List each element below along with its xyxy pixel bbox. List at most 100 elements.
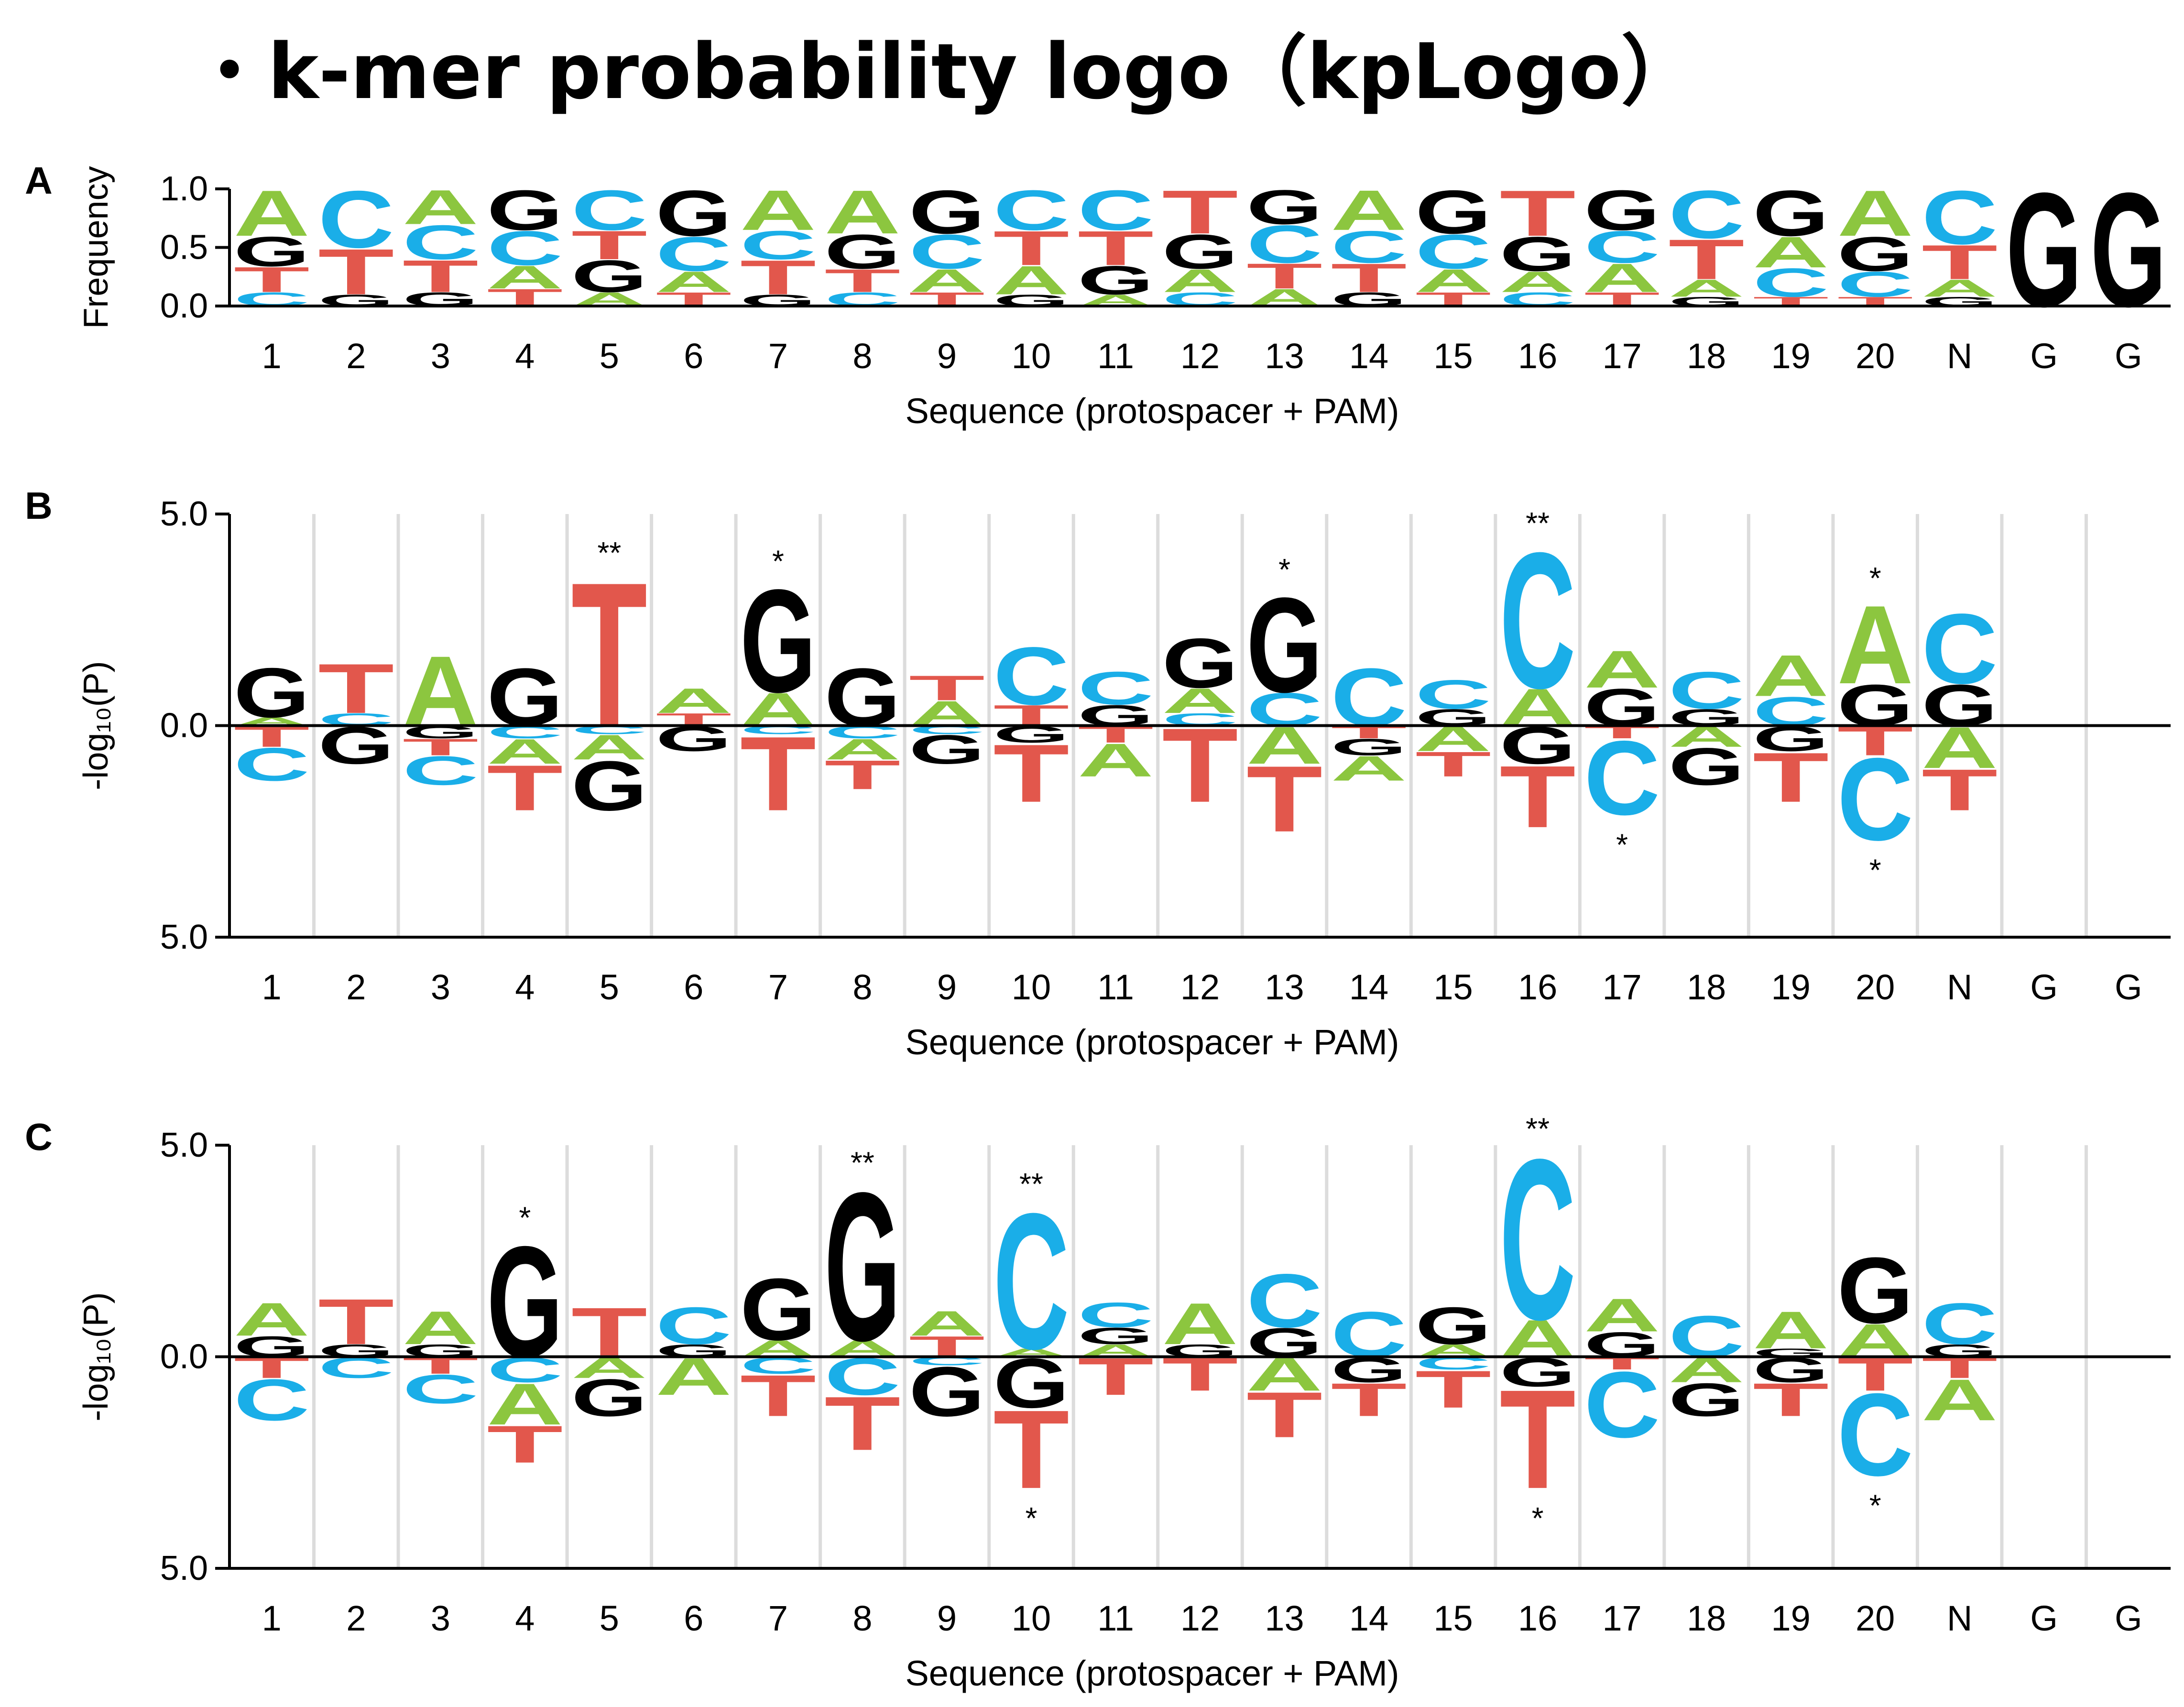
panel-b-letter-G: G xyxy=(740,559,816,723)
panel-a-letter-A: A xyxy=(403,180,479,235)
panel-b-xtick-label: 20 xyxy=(1856,967,1895,1007)
panel-b-letter-A: A xyxy=(1837,582,1913,707)
panel-b-letter-G: G xyxy=(1331,734,1407,760)
panel-a-letter-A: A xyxy=(909,263,985,299)
panel-c-xtick-label: 18 xyxy=(1687,1598,1726,1638)
panel-a-letter-C: C xyxy=(1837,264,1913,305)
panel-b-letter-C: C xyxy=(234,738,310,790)
panel-b-xtick-label: 15 xyxy=(1433,967,1473,1007)
panel-c-letter-T: T xyxy=(1331,1374,1407,1426)
panel-a-ytick-label: 0.0 xyxy=(160,287,208,325)
panel-c-letter-C: C xyxy=(1837,1369,1913,1500)
panel-b-ylabel: -log₁₀(P) xyxy=(77,661,115,790)
panel-b-xtick-label: 4 xyxy=(515,967,535,1007)
panel-b-xtick-label: 7 xyxy=(768,967,788,1007)
panel-c-letter-A: A xyxy=(1922,1367,1998,1433)
panel-a-letter-G: G xyxy=(1162,225,1238,279)
panel-b-letter-G: G xyxy=(571,746,647,825)
panel-a-letter-T: T xyxy=(740,250,816,305)
panel-b-letter-C: C xyxy=(1246,683,1322,735)
panel-b-xtick-label: N xyxy=(1947,967,1972,1007)
panel-c-xtick-label: G xyxy=(2030,1598,2058,1638)
panel-a-letter-A: A xyxy=(1162,263,1238,299)
panel-b-letter-A: A xyxy=(1162,681,1238,721)
panel-b-ytick-label: 0.0 xyxy=(160,707,208,745)
panel-b-ytick-label: 5.0 xyxy=(160,495,208,533)
panel-c-letter-G: G xyxy=(1669,1374,1745,1426)
panel-b-letter-G: G xyxy=(1922,672,1998,738)
panel-a-xtick-label: 3 xyxy=(431,336,450,376)
panel-c-letter-C: C xyxy=(234,1367,310,1433)
panel-b-xtick-label: 2 xyxy=(346,967,366,1007)
panel-c-xtick-label: 19 xyxy=(1771,1598,1810,1638)
panel-b-letter-G: G xyxy=(824,652,900,744)
panel-b-letter-C: C xyxy=(1415,672,1491,718)
panel-c-ytick-label: 5.0 xyxy=(160,1126,208,1164)
panel-a-letter-T: T xyxy=(1246,256,1322,296)
panel-b-letter-G: G xyxy=(1669,737,1745,796)
panel-a-letter-C: C xyxy=(1669,176,1745,252)
panel-c-significance-mark: ** xyxy=(851,1146,874,1180)
panel-c-significance-mark: * xyxy=(1026,1501,1037,1535)
panel-a-letter-G: G xyxy=(1753,177,1829,250)
panel-c-xtick-label: 6 xyxy=(684,1598,703,1638)
panel-b-letter-T: T xyxy=(1162,706,1238,824)
panel-a-letter-T: T xyxy=(1922,235,1998,289)
panel-b-letter-A: A xyxy=(740,683,816,735)
panel-b-letter-C: C xyxy=(1669,661,1745,720)
panel-b-letter-A: A xyxy=(1331,749,1407,788)
panel-c-xtick-label: 12 xyxy=(1180,1598,1220,1638)
panel-c-ylabel: -log₁₀(P) xyxy=(77,1292,115,1421)
panel-c-letter-C: C xyxy=(1331,1298,1407,1371)
panel-a-letter-C: C xyxy=(487,221,563,276)
panel-c-xtick-label: 20 xyxy=(1856,1598,1895,1638)
panel-b-letter-C: C xyxy=(1584,719,1660,837)
panel-c-letter-A: A xyxy=(1837,1314,1913,1367)
panel-c-letter-G: G xyxy=(1837,1237,1913,1343)
panel-c-letter-T: T xyxy=(487,1415,563,1474)
panel-a-xtick-label: 5 xyxy=(600,336,619,376)
panel-a-letter-G: G xyxy=(1415,178,1491,247)
panel-c-letter-A: A xyxy=(487,1371,563,1437)
panel-a-xtick-label: 12 xyxy=(1180,336,1220,376)
panel-c-significance-mark: * xyxy=(1532,1501,1544,1535)
panel-a-letter-C: C xyxy=(1922,175,1998,261)
panel-b-xtick-label: 5 xyxy=(600,967,619,1007)
panel-a-letter-C: C xyxy=(993,178,1069,242)
panel-a-letter-C: C xyxy=(655,227,732,282)
panel-b-letter-C: C xyxy=(1078,662,1154,714)
panel-a-letter-A: A xyxy=(1500,266,1576,298)
panel-c-letter-G: G xyxy=(824,1149,900,1385)
panel-b-xtick-label: 9 xyxy=(937,967,957,1007)
panel-a-letter-T: T xyxy=(993,221,1069,275)
panel-c-letter-A: A xyxy=(1162,1291,1238,1357)
panel-b-letter-A: A xyxy=(571,727,647,767)
panel-b-letter-T: T xyxy=(909,668,985,708)
panel-b-xtick-label: 19 xyxy=(1771,967,1810,1007)
panel-b-significance-mark: ** xyxy=(597,536,621,570)
panel-a-letter-C: C xyxy=(1246,215,1322,274)
panel-a-letter-A: A xyxy=(1837,177,1913,250)
panel-c-letter-G: G xyxy=(909,1352,985,1431)
panel-a-xtick-label: G xyxy=(2115,336,2142,376)
panel-b-letter-C: C xyxy=(993,630,1069,722)
panel-c-ytick-label: 5.0 xyxy=(160,1549,208,1587)
panel-c-xtick-label: 9 xyxy=(937,1598,957,1638)
panel-c-xtick-label: 4 xyxy=(515,1598,535,1638)
panel-c-letter-T: T xyxy=(1415,1360,1491,1419)
panel-b-ytick-label: 5.0 xyxy=(160,918,208,956)
panel-c-xtick-label: 3 xyxy=(431,1598,450,1638)
panel-b-letter-C: C xyxy=(1500,513,1576,729)
panel-a-letter-C: C xyxy=(909,225,985,279)
panel-b-letter-A: A xyxy=(824,733,900,766)
panel-a-xtick-label: 9 xyxy=(937,336,957,376)
panel-a-xtick-label: 2 xyxy=(346,336,366,376)
panel-a-letter-G: G xyxy=(571,251,647,302)
panel-a-letter-A: A xyxy=(1584,255,1660,301)
panel-c-letter-C: C xyxy=(1584,1353,1660,1457)
panel-a-letter-A: A xyxy=(234,177,310,250)
panel-a-xtick-label: 4 xyxy=(515,336,535,376)
panel-a-letter-A: A xyxy=(824,177,900,247)
panel-b-xtick-label: G xyxy=(2030,967,2058,1007)
